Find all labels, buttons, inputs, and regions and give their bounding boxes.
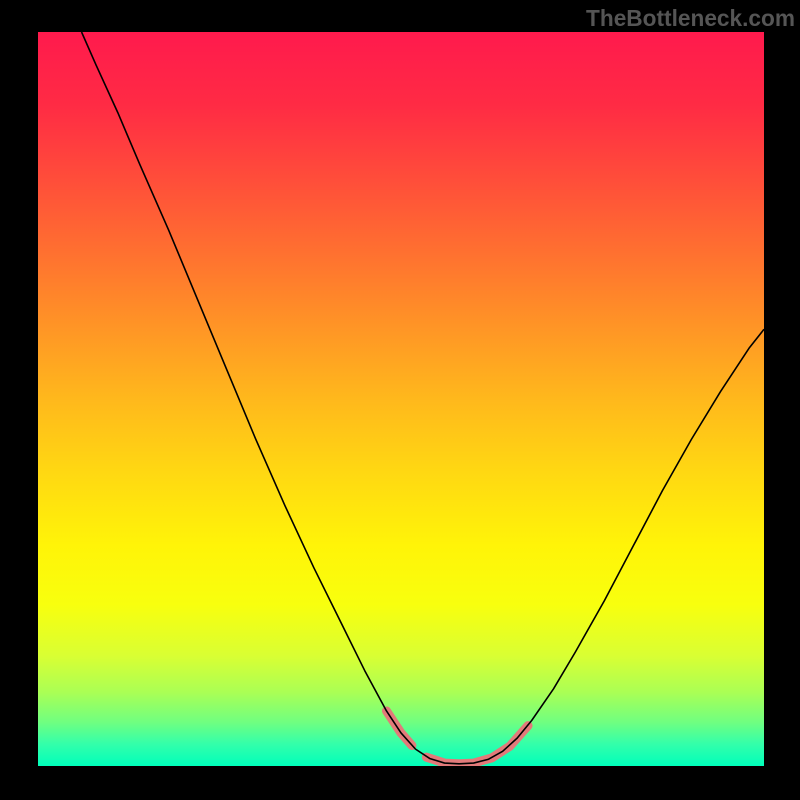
watermark-text: TheBottleneck.com [586,5,795,32]
plot-area [38,32,764,766]
chart-container: TheBottleneck.com [0,0,800,800]
chart-svg [38,32,764,766]
